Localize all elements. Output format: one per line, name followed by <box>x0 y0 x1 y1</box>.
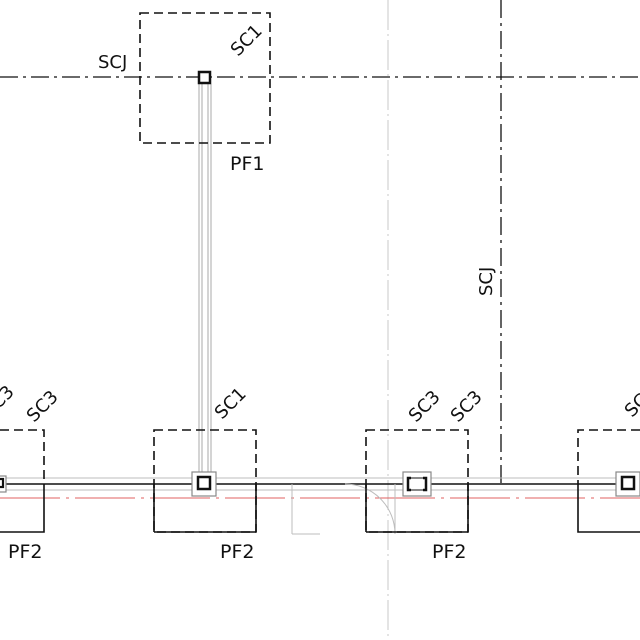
pf2-footing-b <box>365 429 469 533</box>
sc3-tag-right: SC3 <box>621 382 640 422</box>
pf2-label-center: PF2 <box>432 541 466 563</box>
sc1-tag-mid: SC1 <box>211 384 251 424</box>
pf2-footing-left <box>0 429 45 533</box>
scj-label-vertical: SCJ <box>476 267 497 296</box>
pf2-footing-right <box>577 429 640 533</box>
pf1-label: PF1 <box>230 153 264 175</box>
scj-label-horizontal: SCJ <box>98 52 127 73</box>
pf2-label-left: PF2 <box>8 541 42 563</box>
sc3-tag-mid-a: SC3 <box>405 387 445 427</box>
sc3-tag-mid-b: SC3 <box>447 387 487 427</box>
sc3-tag-left-b: SC3 <box>23 387 63 427</box>
door-swing <box>291 483 396 535</box>
sc3-tag-left-a: SC3 <box>0 382 19 422</box>
pf1-column <box>197 70 212 85</box>
wall-line <box>0 477 640 491</box>
vertical-brace-lines <box>198 84 212 472</box>
sc1-tag-top: SC1 <box>227 21 267 61</box>
pf2-footing-a <box>153 429 257 533</box>
pf1-footing <box>139 12 271 144</box>
pf2-label-mid: PF2 <box>220 541 254 563</box>
